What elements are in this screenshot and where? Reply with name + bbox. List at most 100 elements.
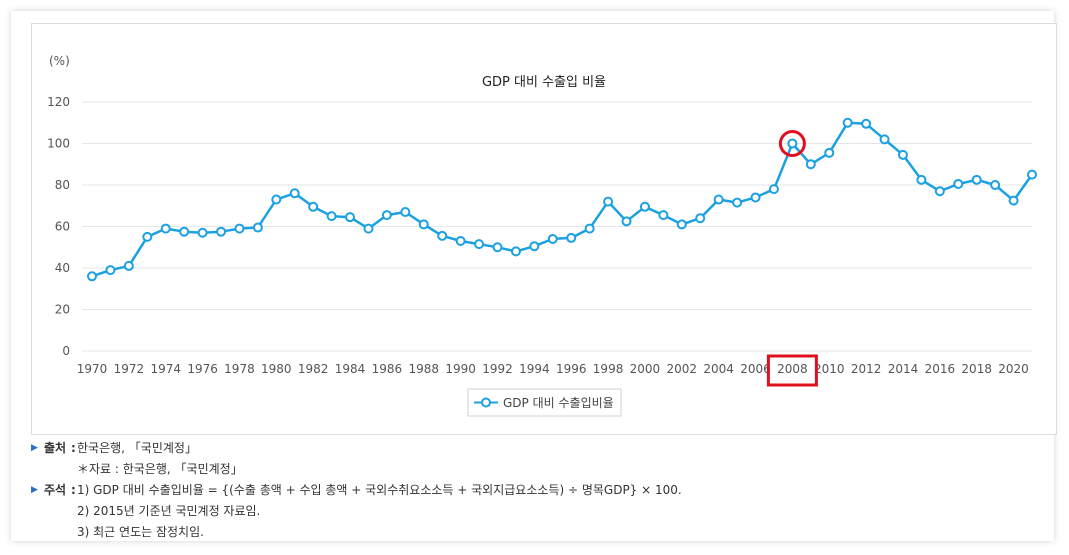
- y-tick-label: 120: [47, 95, 70, 109]
- source-sub-row: ＊자료 : 한국은행, 「국민계정」: [29, 459, 1049, 480]
- x-tick-label: 2006: [740, 362, 771, 376]
- data-point: [732, 197, 743, 208]
- x-tick-label: 1996: [556, 362, 587, 376]
- data-point: [676, 219, 687, 230]
- y-tick-label: 100: [47, 137, 70, 151]
- data-point: [547, 233, 558, 244]
- triangle-right-icon: ▶: [31, 485, 38, 495]
- data-point: [345, 212, 356, 223]
- y-tick-label: 0: [62, 344, 70, 358]
- y-tick-label: 40: [55, 261, 70, 275]
- data-point: [787, 138, 798, 149]
- data-point: [842, 117, 853, 128]
- remark-text-3: 3) 최근 연도는 잠정치임.: [77, 525, 204, 539]
- y-tick-label: 60: [55, 220, 70, 234]
- x-tick-label: 2016: [925, 362, 956, 376]
- data-point: [603, 196, 614, 207]
- data-point: [455, 236, 466, 247]
- data-point: [234, 223, 245, 234]
- x-tick-label: 2008: [777, 362, 808, 376]
- y-tick-label: 80: [55, 178, 70, 192]
- highlight-box: [766, 354, 818, 387]
- data-point: [160, 223, 171, 234]
- x-tick-label: 1994: [519, 362, 550, 376]
- x-tick-label: 1998: [593, 362, 624, 376]
- data-point: [990, 180, 1001, 190]
- data-point: [861, 118, 872, 129]
- data-point: [621, 216, 632, 227]
- triangle-right-icon: ▶: [31, 443, 38, 453]
- source-text: 한국은행, 「국민계정」: [77, 441, 197, 455]
- data-point: [142, 231, 153, 242]
- data-point: [492, 242, 503, 253]
- data-point: [216, 226, 227, 237]
- data-point: [768, 184, 779, 195]
- data-point: [584, 223, 595, 234]
- data-point: [658, 210, 669, 221]
- x-tick-label: 2000: [630, 362, 661, 376]
- data-point: [197, 227, 208, 238]
- data-point: [934, 186, 945, 197]
- x-tick-label: 2004: [703, 362, 734, 376]
- data-point: [418, 219, 429, 230]
- source-row: ▶ 출처 : 한국은행, 「국민계정」: [29, 438, 1049, 459]
- x-tick-label: 1978: [224, 362, 255, 376]
- legend-marker: [481, 397, 491, 408]
- data-point: [105, 265, 116, 276]
- data-point: [805, 159, 816, 170]
- data-point: [695, 213, 706, 224]
- data-point: [1008, 195, 1019, 206]
- data-point: [123, 260, 134, 271]
- source-label: 출처: [44, 441, 67, 455]
- data-point: [363, 223, 374, 234]
- data-point: [400, 206, 411, 217]
- series-line: [91, 121, 1034, 278]
- x-tick-label: 2002: [667, 362, 698, 376]
- highlight-circle: [778, 130, 806, 157]
- remark-text-2: 2) 2015년 기준년 국민계정 자료임.: [77, 504, 261, 518]
- data-point: [639, 201, 650, 212]
- notes-section: ▶ 출처 : 한국은행, 「국민계정」 ＊자료 : 한국은행, 「국민계정」 ▶…: [29, 438, 1049, 543]
- data-point: [953, 178, 964, 189]
- data-point: [824, 147, 835, 158]
- data-point: [308, 201, 319, 212]
- data-point: [87, 271, 97, 282]
- x-tick-label: 2018: [961, 362, 992, 376]
- source-sub-text: ＊자료 : 한국은행, 「국민계정」: [77, 462, 243, 476]
- y-tick-label: 20: [55, 303, 70, 317]
- x-tick-label: 1986: [372, 362, 403, 376]
- x-tick-label: 2014: [888, 362, 919, 376]
- chart-container: (%) GDP 대비 수출입 비율 0 20 40 60 80 100 120 1970 1972 1…: [31, 23, 1057, 435]
- remark-row: ▶ 주석 : 1) GDP 대비 수출입비율 = {(수출 총액 + 수입 총액…: [29, 480, 1049, 501]
- x-tick-label: 1974: [150, 362, 181, 376]
- x-tick-label: 1970: [77, 362, 108, 376]
- data-point: [252, 222, 263, 233]
- y-unit-label: (%): [49, 54, 70, 68]
- data-point: [879, 134, 890, 145]
- data-point: [750, 192, 761, 203]
- data-point: [971, 174, 982, 185]
- remark-text-1: 1) GDP 대비 수출입비율 = {(수출 총액 + 수입 총액 + 국외수취…: [77, 483, 682, 497]
- data-point: [381, 210, 392, 221]
- x-tick-label: 1982: [298, 362, 329, 376]
- data-point: [529, 241, 540, 252]
- x-tick-label: 2010: [814, 362, 845, 376]
- x-tick-label: 2012: [851, 362, 882, 376]
- data-point: [1027, 169, 1037, 180]
- x-tick-label: 1980: [261, 362, 292, 376]
- chart-title: GDP 대비 수출입 비율: [482, 75, 606, 90]
- data-point: [474, 239, 485, 250]
- x-tick-label: 1984: [335, 362, 366, 376]
- chart-card: (%) GDP 대비 수출입 비율 0 20 40 60 80 100 120 1970 1972 1…: [11, 11, 1057, 543]
- data-point: [326, 211, 337, 222]
- x-tick-label: 2020: [998, 362, 1029, 376]
- line-chart: (%) GDP 대비 수출입 비율 0 20 40 60 80 100 120 1970 1972 1…: [47, 54, 1037, 417]
- data-point: [510, 246, 521, 257]
- data-point: [437, 230, 448, 241]
- data-point: [566, 232, 577, 243]
- x-tick-label: 1988: [408, 362, 439, 376]
- x-tick-label: 1976: [187, 362, 218, 376]
- data-point: [916, 174, 927, 185]
- data-point: [289, 188, 300, 199]
- x-tick-label: 1990: [445, 362, 476, 376]
